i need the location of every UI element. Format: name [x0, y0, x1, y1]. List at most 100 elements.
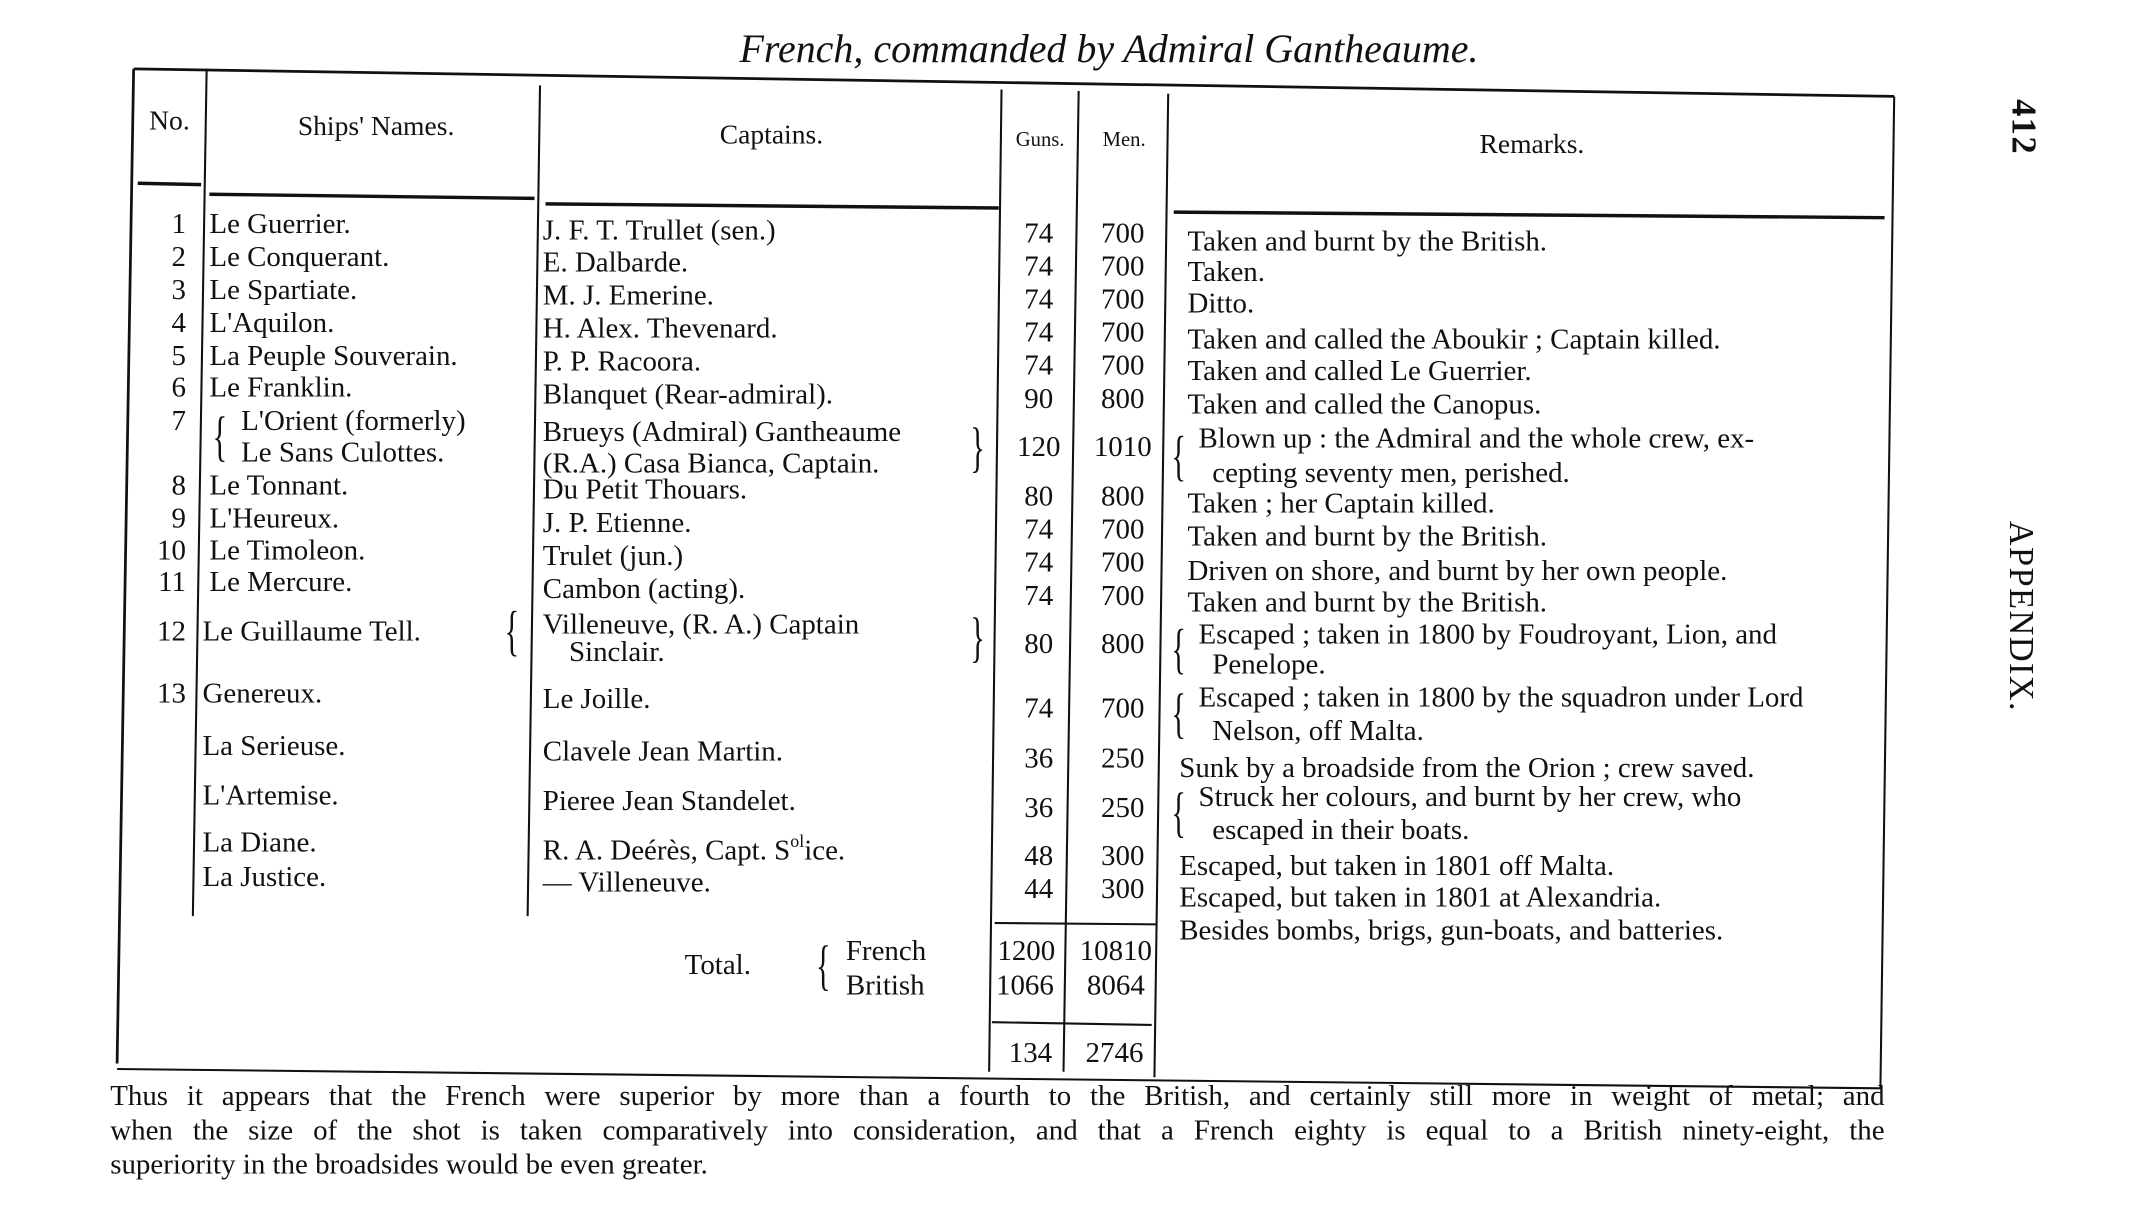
guns-value: 74 — [1024, 282, 1054, 316]
captain-superscript: ol — [790, 830, 805, 852]
row-number: 8 — [171, 468, 186, 502]
captain-name: Le Joille. — [542, 681, 651, 715]
ship-brace: { — [504, 599, 520, 662]
british-men: 8064 — [1086, 968, 1145, 1002]
guns-value: 36 — [1024, 741, 1054, 775]
men-value: 700 — [1101, 249, 1145, 283]
difference-men: 2746 — [1085, 1035, 1144, 1070]
captain-brace: } — [970, 415, 985, 478]
ship-name: La Serieuse. — [202, 728, 346, 762]
row-number: 5 — [171, 338, 186, 372]
guns-value: 120 — [1017, 429, 1061, 463]
guns-value: 80 — [1024, 626, 1054, 660]
captain-brace: } — [970, 606, 985, 669]
captain-name: R. A. Deérès, Capt. Solice. — [542, 830, 846, 867]
ship-name: L'Orient (formerly) — [241, 403, 466, 437]
guns-value: 74 — [1024, 512, 1054, 546]
totals-brace: { — [815, 934, 831, 997]
page-title: French, commanded by Admiral Gantheaume. — [739, 27, 1479, 72]
british-guns: 1066 — [996, 968, 1054, 1002]
ship-name: La Peuple Souverain. — [209, 338, 458, 372]
ship-name: Le Guillaume Tell. — [202, 614, 421, 648]
french-men: 10810 — [1079, 934, 1153, 968]
header-guns: Guns. — [1015, 129, 1065, 152]
remark-brace: { — [1171, 781, 1186, 844]
men-value: 700 — [1101, 348, 1145, 382]
ship-name: Genereux. — [202, 676, 323, 710]
remark-text: Taken and called the Canopus. — [1187, 387, 1542, 421]
captain-name: E. Dalbarde. — [542, 245, 689, 279]
ship-name: Le Mercure. — [209, 564, 353, 598]
men-value: 700 — [1101, 216, 1145, 250]
french-label: French — [845, 934, 927, 968]
remark-text: Taken. — [1187, 254, 1266, 288]
guns-value: 74 — [1024, 691, 1054, 725]
men-value: 800 — [1101, 626, 1145, 660]
header-no: No. — [149, 106, 190, 137]
ship-name: Le Tonnant. — [209, 468, 349, 502]
footer-line: superiority in the broadsides would be e… — [110, 1147, 708, 1181]
header-men: Men. — [1102, 129, 1146, 152]
captain-name: Cambon (acting). — [542, 571, 746, 605]
men-value: 800 — [1101, 381, 1145, 415]
remark-text: Sunk by a broadside from the Orion ; cre… — [1179, 750, 1755, 784]
row-number: 11 — [158, 564, 186, 598]
captain-name: Du Petit Thouars. — [542, 472, 748, 506]
captain-name: Sinclair. — [568, 635, 665, 669]
captain-text: R. A. Deérès, Capt. S — [542, 833, 791, 867]
ship-name: La Justice. — [202, 859, 327, 893]
men-value: 700 — [1101, 282, 1145, 316]
men-value: 250 — [1101, 790, 1145, 824]
men-value: 700 — [1101, 691, 1145, 725]
footer-line: Thus it appears that the French were sup… — [110, 1078, 1885, 1112]
captain-name: H. Alex. Thevenard. — [542, 311, 778, 345]
row-number: 10 — [157, 533, 186, 567]
captain-name: — Villeneuve. — [542, 865, 711, 899]
difference-guns: 134 — [1008, 1035, 1053, 1070]
remark-brace: { — [1171, 617, 1186, 680]
men-value: 250 — [1101, 741, 1145, 775]
remark-brace: { — [1171, 681, 1186, 744]
row-number: 2 — [171, 239, 186, 273]
row-number: 4 — [171, 305, 186, 339]
row-number: 6 — [171, 370, 186, 404]
header-captains: Captains. — [719, 119, 824, 151]
remark-text: Escaped ; taken in 1800 by Foudroyant, L… — [1198, 617, 1777, 651]
captain-text: ice. — [804, 833, 846, 867]
remark-text: escaped in their boats. — [1212, 812, 1470, 846]
men-value: 700 — [1101, 578, 1145, 612]
captain-name: M. J. Emerine. — [542, 278, 714, 312]
guns-value: 44 — [1024, 872, 1054, 906]
remark-text: Taken and called Le Guerrier. — [1187, 354, 1532, 388]
captain-name: (R.A.) Casa Bianca, Captain. — [542, 446, 880, 480]
guns-value: 74 — [1024, 216, 1054, 250]
extra-remark: Besides bombs, brigs, gun-boats, and bat… — [1179, 913, 1724, 947]
men-value: 700 — [1101, 315, 1145, 349]
french-guns: 1200 — [997, 934, 1056, 968]
remark-text: Blown up : the Admiral and the whole cre… — [1198, 421, 1755, 455]
row-number: 13 — [157, 676, 186, 710]
guns-value: 74 — [1024, 545, 1054, 579]
men-value: 300 — [1101, 872, 1145, 906]
guns-value: 48 — [1024, 838, 1054, 873]
men-value: 700 — [1101, 512, 1145, 546]
captain-name: J. P. Etienne. — [542, 505, 692, 539]
ship-name: L'Aquilon. — [209, 305, 335, 339]
remark-text: Taken and burnt by the British. — [1187, 519, 1548, 553]
guns-value: 80 — [1024, 479, 1054, 513]
ship-name: Le Sans Culottes. — [241, 435, 445, 469]
remark-text: Driven on shore, and burnt by her own pe… — [1187, 553, 1728, 587]
captain-name: Brueys (Admiral) Gantheaume — [542, 414, 902, 448]
remark-text: Escaped ; taken in 1800 by the squadron … — [1198, 680, 1804, 714]
captain-name: P. P. Racoora. — [542, 344, 702, 378]
guns-value: 74 — [1024, 348, 1054, 382]
remark-text: Taken and burnt by the British. — [1187, 585, 1548, 619]
men-value: 800 — [1101, 479, 1145, 513]
remark-text: Taken and burnt by the British. — [1187, 224, 1548, 258]
remark-brace: { — [1171, 423, 1186, 486]
remark-text: Penelope. — [1212, 647, 1326, 681]
remark-text: Ditto. — [1187, 286, 1255, 320]
header-remarks: Remarks. — [1479, 129, 1585, 160]
guns-value: 74 — [1024, 315, 1054, 349]
